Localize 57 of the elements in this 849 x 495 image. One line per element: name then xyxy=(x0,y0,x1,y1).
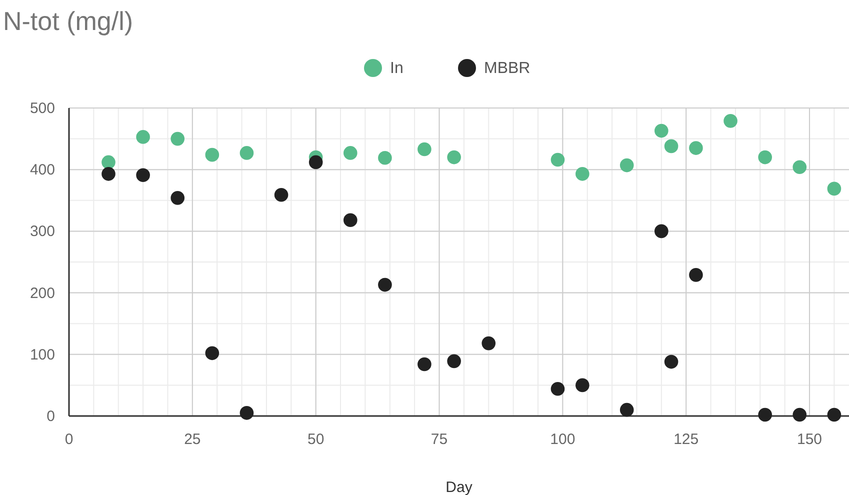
x-tick-label: 50 xyxy=(307,431,324,448)
point xyxy=(136,130,150,144)
point xyxy=(378,151,392,165)
point xyxy=(274,188,288,202)
y-tick-label: 300 xyxy=(30,223,55,240)
point xyxy=(576,378,590,392)
point xyxy=(792,160,807,174)
point xyxy=(827,408,842,422)
x-tick-label: 75 xyxy=(430,431,448,448)
point xyxy=(620,402,634,417)
point xyxy=(205,148,220,162)
x-tick-label: 150 xyxy=(796,431,822,448)
legend-label: In xyxy=(390,60,404,77)
y-tick-label: 0 xyxy=(46,408,55,425)
point xyxy=(758,150,772,164)
point xyxy=(308,155,323,170)
point xyxy=(240,406,254,420)
point xyxy=(447,354,461,368)
point xyxy=(136,168,150,182)
y-tick-label: 500 xyxy=(30,100,55,117)
point xyxy=(447,150,461,164)
point xyxy=(205,346,220,360)
x-tick-label: 0 xyxy=(64,431,74,448)
point xyxy=(689,268,703,282)
point xyxy=(792,408,807,422)
y-tick-label: 400 xyxy=(30,162,55,179)
point xyxy=(664,354,678,369)
point xyxy=(758,408,772,422)
x-tick-label: 100 xyxy=(550,431,576,448)
point xyxy=(102,155,116,170)
point xyxy=(620,158,634,172)
point xyxy=(482,336,496,350)
x-axis-title: Day xyxy=(446,479,473,495)
point xyxy=(170,191,185,205)
point xyxy=(654,224,668,238)
point xyxy=(654,124,668,138)
point xyxy=(240,146,254,160)
point xyxy=(102,167,116,181)
point xyxy=(170,132,185,146)
chart-title: N-tot (mg/l) xyxy=(3,6,133,36)
y-tick-label: 100 xyxy=(30,346,55,364)
y-tick-label: 200 xyxy=(30,284,55,302)
x-tick-label: 25 xyxy=(184,431,201,448)
point xyxy=(724,114,738,128)
point xyxy=(664,139,678,154)
point xyxy=(418,357,432,372)
point xyxy=(550,152,565,167)
point xyxy=(689,141,703,155)
point xyxy=(343,213,358,228)
point xyxy=(378,278,392,292)
legend-label: MBBR xyxy=(484,60,530,77)
point xyxy=(418,142,432,156)
point xyxy=(576,167,590,181)
point xyxy=(550,382,565,396)
point xyxy=(343,146,358,160)
point xyxy=(827,182,842,196)
x-tick-label: 125 xyxy=(674,431,699,448)
